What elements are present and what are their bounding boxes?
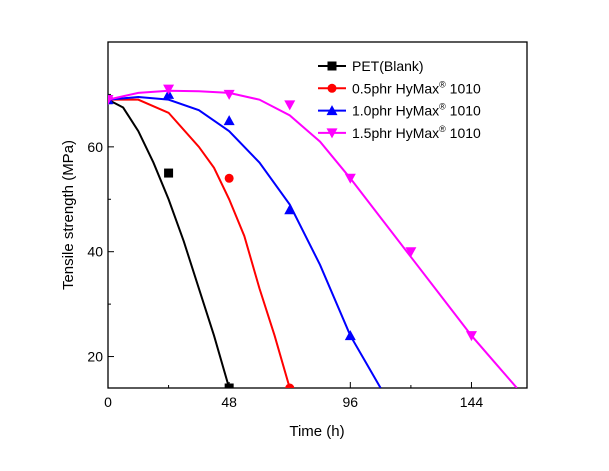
data-point [164, 168, 174, 178]
series-0 [108, 95, 234, 388]
legend-label: 1.0phr HyMax® 1010 [352, 102, 481, 119]
fit-line [108, 98, 231, 388]
legend-label: 0.5phr HyMax® 1010 [352, 79, 481, 96]
data-point [284, 204, 296, 215]
x-tick-label: 144 [460, 394, 484, 410]
fit-line [108, 98, 291, 388]
x-tick-label: 96 [343, 394, 359, 410]
legend-label: PET(Blank) [352, 58, 424, 74]
fit-line [108, 89, 518, 388]
data-point [284, 100, 296, 111]
series-2 [108, 88, 382, 388]
data-point [344, 330, 356, 341]
legend-marker [326, 128, 338, 139]
fit-line [108, 96, 382, 388]
legend-label: 1.5phr HyMax® 1010 [352, 124, 481, 141]
data-point [465, 331, 477, 342]
series-3 [108, 84, 518, 388]
data-point [223, 89, 235, 100]
legend-marker [327, 61, 337, 71]
y-axis-label: Tensile strength (MPa) [60, 140, 77, 290]
data-point [223, 115, 235, 126]
y-tick-label: 60 [87, 139, 103, 155]
x-tick-label: 0 [104, 394, 112, 410]
x-tick-label: 48 [221, 394, 237, 410]
y-tick-label: 40 [87, 244, 103, 260]
legend-marker [327, 83, 337, 93]
data-point [285, 383, 295, 388]
data-point [344, 173, 356, 184]
data-point [405, 247, 417, 258]
data-point [224, 383, 234, 388]
data-point [224, 173, 234, 183]
legend-marker [326, 105, 338, 116]
data-point [108, 95, 114, 106]
plot-frame [107, 41, 528, 389]
x-axis-label: Time (h) [289, 423, 344, 440]
data-point [163, 84, 175, 95]
series-1 [108, 95, 295, 388]
y-tick-label: 20 [87, 349, 103, 365]
